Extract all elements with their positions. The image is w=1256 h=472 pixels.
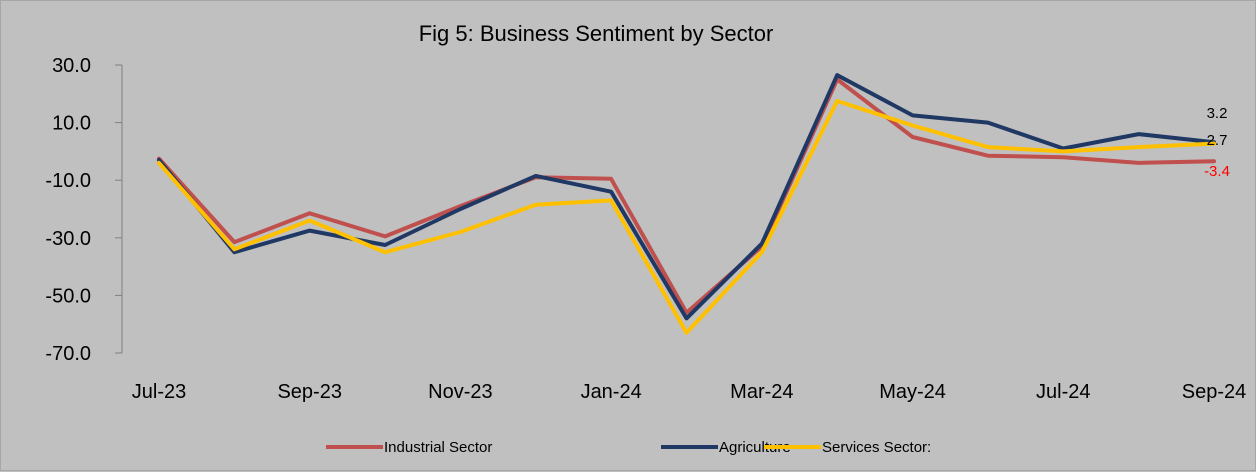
chart-title: Fig 5: Business Sentiment by Sector <box>419 21 774 46</box>
end-labels: 3.2 2.7 -3.4 <box>1204 105 1230 180</box>
x-tick-label: May-24 <box>879 381 946 403</box>
y-axis-ticks: 30.0 10.0 -10.0 -30.0 -50.0 -70.0 <box>45 55 122 365</box>
end-value-label: 3.2 <box>1207 105 1228 122</box>
y-tick-label: -10.0 <box>45 170 91 192</box>
x-tick-label: Mar-24 <box>730 381 793 403</box>
x-tick-label: Jul-23 <box>132 381 186 403</box>
series-line-services-sector <box>157 99 1216 335</box>
x-tick-label: Jul-24 <box>1036 381 1090 403</box>
series-line-agriculture <box>157 73 1216 321</box>
x-tick-label: Nov-23 <box>428 381 492 403</box>
y-tick-label: -30.0 <box>45 228 91 250</box>
x-tick-label: Jan-24 <box>581 381 642 403</box>
x-tick-label: Sep-23 <box>277 381 342 403</box>
end-value-label: -3.4 <box>1204 163 1230 180</box>
x-tick-label: Sep-24 <box>1182 381 1247 403</box>
legend: Industrial Sector Agriculture Services Sec… <box>326 439 931 456</box>
y-tick-label: -70.0 <box>45 343 91 365</box>
x-axis-ticks: Jul-23 Sep-23 Nov-23 Jan-24 Mar-24 May-24 Jul-… <box>132 381 1246 403</box>
series-line-industrial-sector <box>157 77 1216 315</box>
legend-label: Agriculture <box>719 439 791 456</box>
series-lines <box>157 73 1216 335</box>
y-tick-label: 30.0 <box>52 55 91 77</box>
end-value-label: 2.7 <box>1207 132 1228 149</box>
y-tick-label: -50.0 <box>45 285 91 307</box>
y-tick-label: 10.0 <box>52 113 91 135</box>
legend-label: Services Sector: <box>822 439 931 456</box>
legend-label: Industrial Sector <box>384 439 492 456</box>
